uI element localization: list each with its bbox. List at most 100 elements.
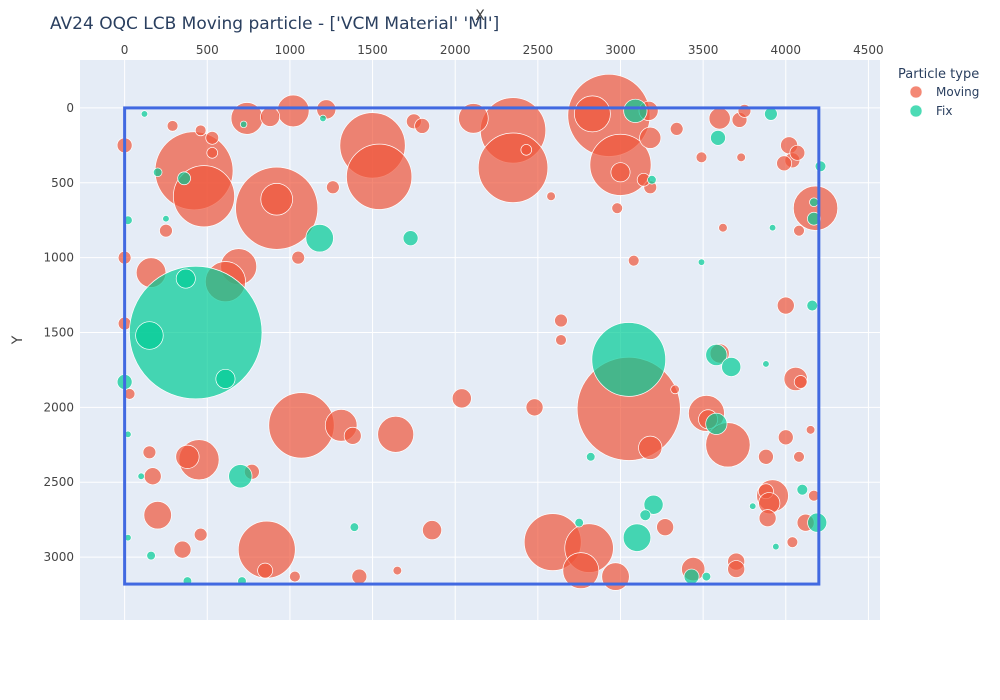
marker-fix[interactable] <box>622 523 652 552</box>
marker-fix[interactable] <box>807 512 828 533</box>
marker-fix[interactable] <box>305 224 334 253</box>
marker-moving[interactable] <box>260 183 293 216</box>
marker-fix[interactable] <box>319 114 327 123</box>
marker-fix[interactable] <box>146 550 156 561</box>
marker-moving[interactable] <box>670 384 680 395</box>
marker-moving[interactable] <box>142 445 157 460</box>
marker-moving[interactable] <box>736 152 746 163</box>
marker-moving[interactable] <box>166 120 179 132</box>
marker-moving[interactable] <box>159 223 173 238</box>
marker-moving[interactable] <box>143 501 172 530</box>
marker-fix[interactable] <box>768 224 777 232</box>
marker-moving[interactable] <box>343 426 362 445</box>
marker-fix[interactable] <box>647 175 657 185</box>
marker-fix[interactable] <box>814 160 827 173</box>
legend-item-fix[interactable]: Fix <box>909 104 952 118</box>
marker-moving[interactable] <box>525 398 544 417</box>
marker-fix[interactable] <box>402 230 419 247</box>
marker-moving[interactable] <box>351 568 368 585</box>
marker-moving[interactable] <box>175 444 200 469</box>
marker-moving[interactable] <box>205 131 220 145</box>
marker-moving[interactable] <box>458 103 489 134</box>
marker-moving[interactable] <box>793 451 805 463</box>
marker-fix[interactable] <box>809 197 819 207</box>
marker-moving[interactable] <box>194 124 207 137</box>
marker-moving[interactable] <box>346 143 413 210</box>
marker-moving[interactable] <box>422 520 443 541</box>
legend-item-moving[interactable]: Moving <box>909 85 979 99</box>
marker-moving[interactable] <box>727 560 746 578</box>
marker-fix[interactable] <box>349 522 360 532</box>
marker-moving[interactable] <box>776 296 795 315</box>
marker-moving[interactable] <box>574 95 611 133</box>
marker-moving[interactable] <box>792 185 839 231</box>
marker-fix[interactable] <box>228 464 253 489</box>
marker-moving[interactable] <box>669 122 684 136</box>
marker-fix[interactable] <box>796 483 809 496</box>
marker-moving[interactable] <box>627 254 640 267</box>
marker-fix[interactable] <box>591 322 667 397</box>
marker-fix[interactable] <box>710 130 726 146</box>
marker-moving[interactable] <box>758 448 774 465</box>
marker-moving[interactable] <box>805 425 816 435</box>
marker-moving[interactable] <box>554 313 568 328</box>
marker-fix[interactable] <box>623 98 648 123</box>
marker-moving[interactable] <box>789 144 806 161</box>
marker-fix[interactable] <box>239 120 248 129</box>
marker-moving[interactable] <box>377 415 415 453</box>
marker-fix[interactable] <box>701 571 712 582</box>
marker-fix[interactable] <box>586 452 596 462</box>
marker-moving[interactable] <box>793 224 805 237</box>
marker-fix[interactable] <box>574 517 584 528</box>
marker-fix[interactable] <box>135 321 164 350</box>
marker-fix[interactable] <box>140 110 149 118</box>
marker-moving[interactable] <box>562 552 600 589</box>
marker-moving[interactable] <box>289 570 301 583</box>
marker-fix[interactable] <box>762 360 770 368</box>
marker-moving[interactable] <box>268 392 335 459</box>
marker-moving[interactable] <box>718 223 728 233</box>
marker-fix[interactable] <box>705 343 728 366</box>
marker-moving[interactable] <box>206 147 218 159</box>
marker-fix[interactable] <box>129 265 263 400</box>
marker-moving[interactable] <box>638 435 663 460</box>
marker-moving[interactable] <box>143 467 162 486</box>
marker-fix[interactable] <box>175 268 196 289</box>
marker-moving[interactable] <box>555 334 567 346</box>
marker-moving[interactable] <box>477 132 549 203</box>
marker-moving[interactable] <box>601 562 630 591</box>
marker-moving[interactable] <box>639 126 662 149</box>
marker-fix[interactable] <box>772 542 780 551</box>
marker-moving[interactable] <box>786 536 799 548</box>
marker-moving[interactable] <box>656 518 675 537</box>
marker-moving[interactable] <box>546 191 556 201</box>
marker-fix[interactable] <box>683 568 700 585</box>
marker-moving[interactable] <box>392 565 403 576</box>
marker-fix[interactable] <box>162 215 170 223</box>
marker-moving[interactable] <box>758 509 777 528</box>
marker-moving[interactable] <box>414 118 430 134</box>
marker-fix[interactable] <box>806 299 818 312</box>
marker-fix[interactable] <box>643 494 664 515</box>
marker-moving[interactable] <box>737 104 752 118</box>
marker-moving[interactable] <box>776 155 792 172</box>
marker-fix[interactable] <box>721 357 742 377</box>
marker-moving[interactable] <box>520 144 533 156</box>
marker-fix[interactable] <box>705 412 728 435</box>
marker-fix[interactable] <box>152 167 163 177</box>
marker-moving[interactable] <box>695 151 708 164</box>
marker-fix[interactable] <box>749 502 757 510</box>
marker-fix[interactable] <box>697 258 706 266</box>
marker-fix[interactable] <box>137 472 145 480</box>
marker-fix[interactable] <box>177 171 191 186</box>
marker-moving[interactable] <box>173 540 192 559</box>
marker-moving[interactable] <box>708 107 731 130</box>
marker-moving[interactable] <box>793 375 808 389</box>
marker-fix[interactable] <box>639 509 652 521</box>
marker-moving[interactable] <box>260 106 281 127</box>
marker-moving[interactable] <box>777 429 794 446</box>
marker-fix[interactable] <box>215 368 236 389</box>
marker-moving[interactable] <box>193 527 208 542</box>
marker-moving[interactable] <box>610 162 631 183</box>
marker-moving[interactable] <box>291 250 305 265</box>
